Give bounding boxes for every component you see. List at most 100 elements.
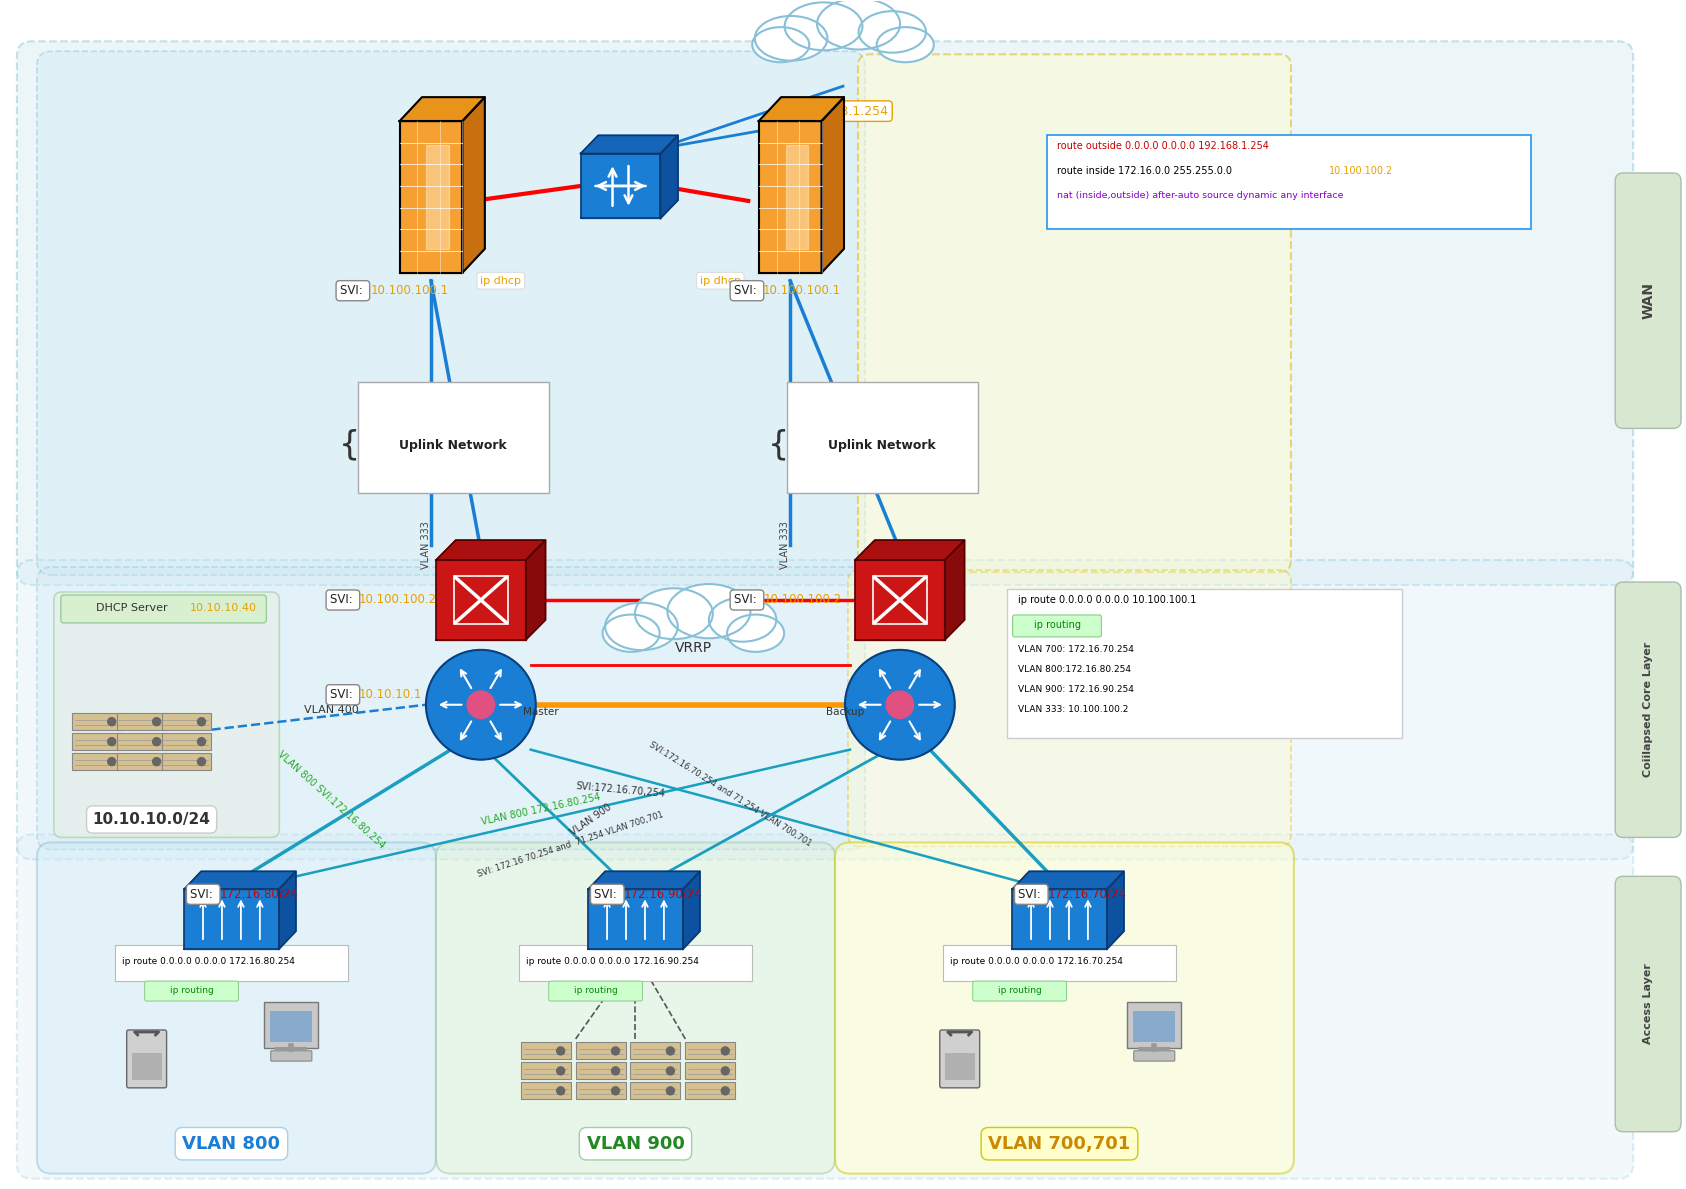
Polygon shape: [184, 872, 295, 889]
FancyBboxPatch shape: [942, 945, 1177, 981]
Text: 10.10.10.1: 10.10.10.1: [359, 688, 423, 702]
FancyBboxPatch shape: [116, 753, 167, 769]
Text: VLAN 333: 10.100.100.2: VLAN 333: 10.100.100.2: [1018, 705, 1128, 715]
Text: ip routing: ip routing: [998, 986, 1042, 994]
Text: VLAN 800 172.16.80.254: VLAN 800 172.16.80.254: [481, 792, 602, 828]
Text: 10.10.10.40: 10.10.10.40: [191, 603, 256, 614]
Text: VLAN 900: VLAN 900: [587, 1134, 685, 1152]
Text: ip routing: ip routing: [1034, 619, 1081, 630]
Text: VLAN 800:172.16.80.254: VLAN 800:172.16.80.254: [1018, 666, 1131, 674]
Text: SVI:172.16.70.254 and 71.254 VLAN 700,701: SVI:172.16.70.254 and 71.254 VLAN 700,70…: [647, 741, 813, 849]
Circle shape: [108, 737, 116, 746]
FancyBboxPatch shape: [519, 945, 752, 981]
Circle shape: [722, 1048, 730, 1055]
Text: {: {: [339, 429, 359, 461]
Circle shape: [197, 718, 206, 725]
Text: Uplink Network: Uplink Network: [828, 439, 936, 452]
Text: SVI:: SVI:: [330, 593, 356, 606]
FancyBboxPatch shape: [973, 981, 1067, 1001]
Text: ip route 0.0.0.0 0.0.0.0 10.100.100.1: ip route 0.0.0.0 0.0.0.0 10.100.100.1: [1018, 594, 1195, 605]
Polygon shape: [184, 889, 278, 949]
FancyBboxPatch shape: [835, 843, 1293, 1174]
FancyBboxPatch shape: [271, 1051, 312, 1061]
Circle shape: [556, 1048, 565, 1055]
Ellipse shape: [818, 0, 900, 50]
Polygon shape: [855, 560, 944, 640]
FancyBboxPatch shape: [686, 1042, 735, 1059]
Circle shape: [556, 1067, 565, 1075]
FancyBboxPatch shape: [17, 560, 1634, 860]
Text: SVI:: SVI:: [1018, 888, 1045, 901]
FancyBboxPatch shape: [54, 592, 280, 837]
Ellipse shape: [668, 584, 750, 638]
Text: {: {: [767, 429, 789, 461]
Circle shape: [612, 1048, 619, 1055]
Polygon shape: [437, 560, 526, 640]
FancyBboxPatch shape: [61, 594, 266, 623]
FancyBboxPatch shape: [162, 732, 211, 749]
Text: SVI:172.16.70,254: SVI:172.16.70,254: [575, 781, 666, 799]
Circle shape: [153, 737, 160, 746]
Polygon shape: [588, 889, 683, 949]
Circle shape: [845, 650, 954, 760]
Circle shape: [666, 1087, 674, 1095]
FancyBboxPatch shape: [126, 1030, 167, 1088]
Polygon shape: [437, 540, 546, 560]
Circle shape: [153, 757, 160, 766]
FancyBboxPatch shape: [1615, 583, 1681, 837]
Circle shape: [722, 1067, 730, 1075]
FancyBboxPatch shape: [575, 1082, 626, 1099]
Text: Backup: Backup: [826, 706, 865, 717]
Polygon shape: [400, 97, 486, 121]
FancyBboxPatch shape: [787, 383, 978, 493]
Polygon shape: [526, 540, 546, 640]
FancyBboxPatch shape: [72, 732, 121, 749]
Text: VLAN 700,701: VLAN 700,701: [988, 1134, 1131, 1152]
FancyBboxPatch shape: [521, 1062, 570, 1078]
Text: SVI:: SVI:: [330, 688, 356, 702]
Text: VLAN 800: VLAN 800: [182, 1134, 280, 1152]
Polygon shape: [1012, 889, 1108, 949]
Text: Uplink Network: Uplink Network: [400, 439, 507, 452]
Text: nat (inside,outside) after-auto source dynamic any interface: nat (inside,outside) after-auto source d…: [1057, 191, 1344, 201]
Circle shape: [887, 691, 914, 718]
FancyBboxPatch shape: [575, 1042, 626, 1059]
Circle shape: [722, 1087, 730, 1095]
Text: ip route 0.0.0.0 0.0.0.0 172.16.80.254: ip route 0.0.0.0 0.0.0.0 172.16.80.254: [121, 957, 295, 965]
Text: SVI:: SVI:: [733, 284, 760, 297]
FancyBboxPatch shape: [116, 712, 167, 730]
Text: 192.168.1.254: 192.168.1.254: [797, 105, 889, 118]
FancyBboxPatch shape: [848, 570, 1291, 847]
Text: 172.16.70/24: 172.16.70/24: [1047, 888, 1126, 901]
Text: 10.100.100.2: 10.100.100.2: [764, 593, 841, 606]
FancyBboxPatch shape: [631, 1062, 681, 1078]
FancyBboxPatch shape: [72, 712, 121, 730]
FancyBboxPatch shape: [1133, 1051, 1175, 1061]
FancyBboxPatch shape: [37, 51, 865, 575]
Text: VLAN 900: VLAN 900: [568, 801, 614, 837]
Polygon shape: [580, 153, 661, 219]
Polygon shape: [759, 121, 821, 272]
Circle shape: [666, 1067, 674, 1075]
Circle shape: [666, 1048, 674, 1055]
Text: 10.10.10.0/24: 10.10.10.0/24: [93, 812, 211, 828]
Text: SVI: 172.16 70.254 and  71.254 VLAN 700,701: SVI: 172.16 70.254 and 71.254 VLAN 700,7…: [477, 810, 664, 879]
Polygon shape: [683, 872, 700, 949]
FancyBboxPatch shape: [37, 843, 437, 1174]
Circle shape: [467, 691, 494, 718]
Text: route inside 172.16.0.0 255.255.0.0: route inside 172.16.0.0 255.255.0.0: [1057, 166, 1236, 176]
FancyBboxPatch shape: [1128, 1002, 1182, 1049]
FancyBboxPatch shape: [686, 1062, 735, 1078]
FancyBboxPatch shape: [944, 1053, 975, 1080]
FancyBboxPatch shape: [521, 1042, 570, 1059]
Text: SVI:: SVI:: [339, 284, 366, 297]
FancyBboxPatch shape: [575, 1062, 626, 1078]
FancyBboxPatch shape: [1133, 1011, 1175, 1042]
Text: WAN: WAN: [1640, 282, 1656, 319]
FancyBboxPatch shape: [521, 1082, 570, 1099]
FancyBboxPatch shape: [858, 55, 1291, 572]
Text: VLAN 333: VLAN 333: [422, 521, 432, 570]
Polygon shape: [427, 145, 448, 249]
Circle shape: [197, 737, 206, 746]
Polygon shape: [580, 136, 678, 153]
